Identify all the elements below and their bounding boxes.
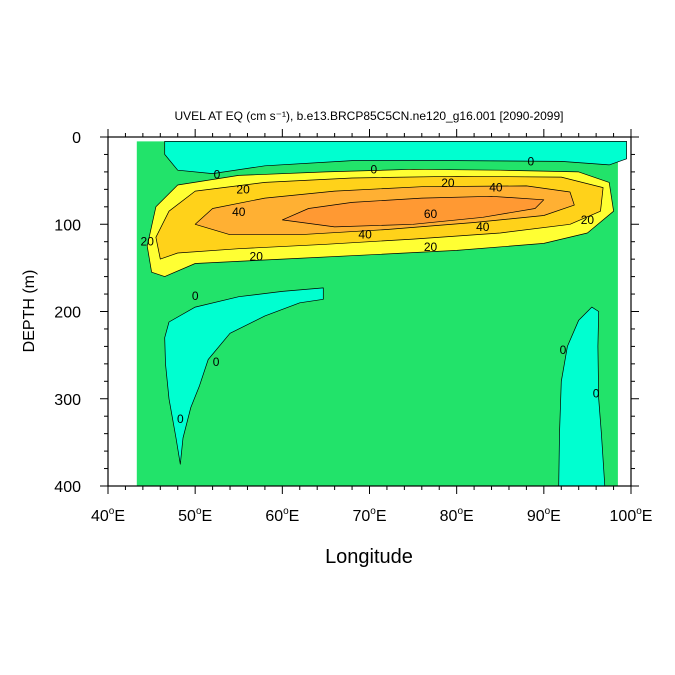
contour-label: 0 <box>177 412 184 426</box>
x-tick-label: 100oE <box>610 506 653 525</box>
contour-label: 20 <box>581 213 595 227</box>
chart-title: UVEL AT EQ (cm s⁻¹), b.e13.BRCP85C5CN.ne… <box>175 109 564 123</box>
y-tick-label: 400 <box>54 479 81 496</box>
y-axis-label: DEPTH (m) <box>21 270 38 353</box>
contour-label: 0 <box>371 162 378 176</box>
x-tick-label: 70oE <box>352 506 386 525</box>
x-tick-label: 50oE <box>178 506 212 525</box>
contour-label: 40 <box>476 220 490 234</box>
y-tick-label: 300 <box>54 392 81 409</box>
contour-label: 20 <box>250 250 264 264</box>
y-tick-label: 200 <box>54 305 81 322</box>
y-tick-label: 0 <box>72 130 81 147</box>
contour-label: 40 <box>232 205 246 219</box>
x-tick-label: 60oE <box>265 506 299 525</box>
x-axis-ticks: 40oE 50oE 60oE 70oE 80oE 90oE 100oE <box>91 129 652 525</box>
contour-region-deep-west-westward <box>164 287 324 465</box>
contour-label: 0 <box>560 343 567 357</box>
plot-area: 0 0 0 20 20 40 40 60 40 40 20 20 20 20 0 0 0 0 0 <box>136 141 627 486</box>
contour-region-jet-core <box>281 195 545 228</box>
contour-label: 60 <box>424 207 438 221</box>
contour-label: 40 <box>358 228 372 242</box>
contour-label: 20 <box>236 182 250 196</box>
contour-region-surface-westward <box>164 141 627 174</box>
x-tick-label: 40oE <box>91 506 125 525</box>
x-tick-label: 90oE <box>527 506 561 525</box>
contour-label: 0 <box>593 387 600 401</box>
contour-label: 20 <box>424 240 438 254</box>
contour-label: 0 <box>527 154 534 168</box>
x-axis-label: Longitude <box>325 546 413 568</box>
contour-label: 0 <box>192 289 199 303</box>
contour-label: 20 <box>141 235 155 249</box>
contour-label: 0 <box>213 355 220 369</box>
x-tick-label: 80oE <box>440 506 474 525</box>
contour-label: 40 <box>489 181 503 195</box>
contour-region-deep-east-westward <box>558 306 606 486</box>
contour-label: 0 <box>214 168 221 182</box>
contour-label: 20 <box>441 176 455 190</box>
y-tick-label: 100 <box>54 217 81 234</box>
